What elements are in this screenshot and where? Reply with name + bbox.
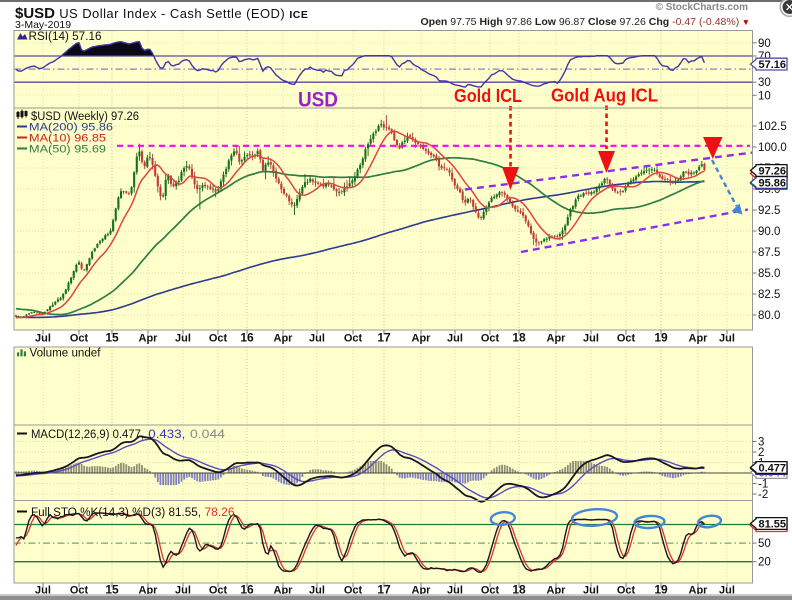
svg-text:85.0: 85.0 [758,268,780,280]
svg-text:100.0: 100.0 [758,142,787,154]
svg-text:17: 17 [377,583,391,597]
svg-text:97.26: 97.26 [759,166,787,178]
svg-text:80.0: 80.0 [758,310,780,322]
svg-text:0.044: 0.044 [190,429,226,441]
svg-text:15: 15 [105,583,119,597]
svg-text:Volume undef: Volume undef [30,348,102,360]
svg-text:Jul: Jul [175,585,191,597]
svg-text:20: 20 [758,557,771,569]
svg-text:MA(50) 95.69: MA(50) 95.69 [29,144,106,156]
svg-text:102.5: 102.5 [758,121,787,133]
svg-text:Apr: Apr [547,333,567,345]
svg-text:17: 17 [377,331,391,345]
svg-text:RSI(14) 57.16: RSI(14) 57.16 [29,31,102,43]
svg-text:$USD (Weekly) 97.26: $USD (Weekly) 97.26 [31,111,139,123]
svg-text:Jul: Jul [719,585,735,597]
svg-text:19: 19 [654,331,668,345]
svg-text:Oct: Oct [344,585,363,597]
svg-text:Apr: Apr [412,333,432,345]
svg-text:Jul: Jul [35,585,51,597]
svg-text:10: 10 [758,90,771,102]
svg-text:Oct: Oct [70,585,89,597]
svg-text:0.477: 0.477 [759,463,787,475]
svg-text:30: 30 [758,77,771,89]
svg-text:Jul: Jul [35,333,51,345]
svg-text:Jul: Jul [175,333,191,345]
svg-text:Jul: Jul [447,333,463,345]
svg-text:90: 90 [758,38,771,50]
svg-text:Jul: Jul [583,333,599,345]
svg-text:18: 18 [512,331,526,345]
svg-text:50: 50 [758,538,771,550]
svg-text:Oct: Oct [344,333,363,345]
svg-text:Jul: Jul [309,333,325,345]
svg-text:81.55: 81.55 [759,519,787,531]
svg-text:Gold Aug ICL: Gold Aug ICL [551,86,658,106]
svg-text:Apr: Apr [274,333,294,345]
svg-text:15: 15 [105,331,119,345]
svg-text:Oct: Oct [70,333,89,345]
svg-text:95.86: 95.86 [759,178,787,190]
svg-text:16: 16 [240,331,254,345]
svg-text:Jul: Jul [583,585,599,597]
svg-text:Jul: Jul [309,585,325,597]
svg-text:Apr: Apr [139,585,159,597]
svg-text:Gold ICL: Gold ICL [454,86,522,106]
svg-text:Oct: Oct [617,333,636,345]
svg-text:92.5: 92.5 [758,205,780,217]
svg-text:Oct: Oct [481,585,500,597]
svg-text:Full STO %K(14,3) %D(3) 81.55,: Full STO %K(14,3) %D(3) 81.55, [31,507,201,519]
svg-text:Jul: Jul [447,585,463,597]
svg-text:57.16: 57.16 [759,59,787,71]
svg-text:3: 3 [758,437,764,449]
svg-text:MA(200) 95.86: MA(200) 95.86 [29,122,113,134]
svg-text:87.5: 87.5 [758,247,780,259]
svg-text:MA(10) 96.85: MA(10) 96.85 [29,133,106,145]
svg-text:82.5: 82.5 [758,289,780,301]
svg-text:Apr: Apr [547,585,567,597]
svg-text:Jul: Jul [719,333,735,345]
svg-text:Oct: Oct [481,333,500,345]
svg-text:Oct: Oct [209,585,228,597]
svg-text:90.0: 90.0 [758,226,780,238]
svg-text:0.433,: 0.433, [148,429,185,441]
svg-text:Oct: Oct [617,585,636,597]
svg-text:Apr: Apr [412,585,432,597]
svg-text:Oct: Oct [209,333,228,345]
svg-text:Apr: Apr [274,585,294,597]
svg-text:Apr: Apr [689,585,709,597]
svg-text:-2: -2 [758,489,768,501]
svg-text:Apr: Apr [689,333,709,345]
svg-text:16: 16 [240,583,254,597]
svg-text:78.26: 78.26 [205,507,235,519]
svg-text:2: 2 [758,447,764,459]
svg-text:Apr: Apr [139,333,159,345]
svg-text:MACD(12,26,9) 0.477,: MACD(12,26,9) 0.477, [31,429,144,441]
svg-text:19: 19 [654,583,668,597]
svg-text:-1: -1 [758,479,768,491]
svg-text:18: 18 [512,583,526,597]
